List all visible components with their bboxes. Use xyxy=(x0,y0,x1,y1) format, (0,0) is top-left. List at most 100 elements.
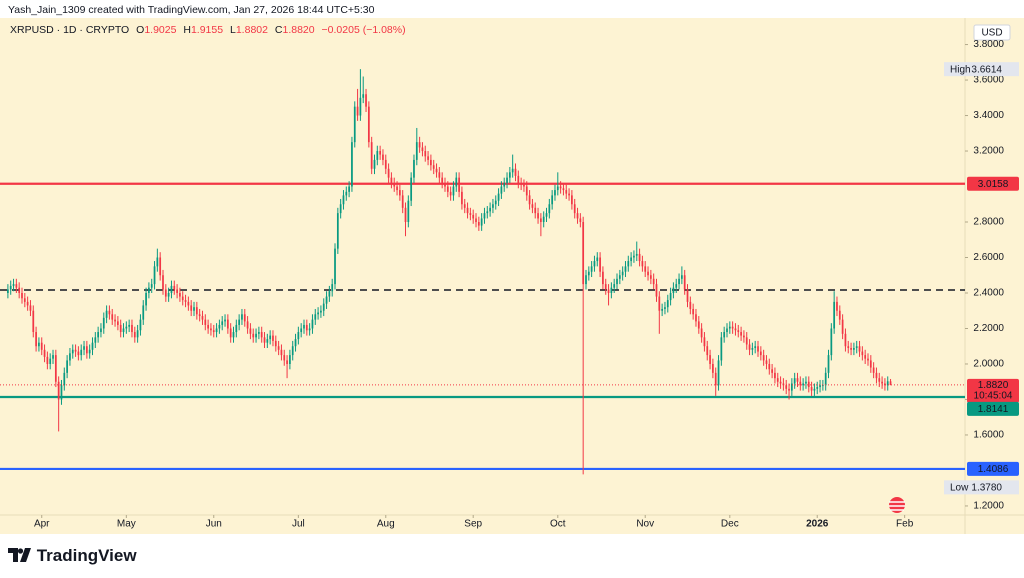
logo[interactable]: TradingView xyxy=(8,546,137,566)
x-tick-label: Jul xyxy=(292,519,305,530)
candle-body xyxy=(523,184,525,187)
candle-body xyxy=(15,284,18,288)
currency-box[interactable] xyxy=(973,24,1011,41)
candle-body xyxy=(658,296,661,311)
candle-body xyxy=(571,195,573,205)
candle-body xyxy=(210,328,212,331)
candle-body xyxy=(159,257,162,276)
candle-body xyxy=(500,186,503,194)
candle-body xyxy=(249,328,252,334)
candle-body xyxy=(666,300,669,308)
candle-body xyxy=(370,142,373,169)
candle-body xyxy=(320,310,322,313)
candle-body xyxy=(359,97,362,116)
candle-body xyxy=(889,381,892,385)
candle-body xyxy=(226,319,229,329)
candle-body xyxy=(145,292,147,306)
candle-body xyxy=(531,204,534,208)
candle-body xyxy=(652,278,655,285)
candle-body xyxy=(300,328,303,333)
candle-body xyxy=(229,328,232,338)
candle-body xyxy=(88,349,91,354)
candle-body xyxy=(793,378,796,384)
candle-body xyxy=(607,289,610,293)
candle-body xyxy=(164,289,167,297)
candle-body xyxy=(198,314,201,317)
candle-body xyxy=(830,328,833,356)
candle-body xyxy=(813,388,816,391)
candle-body xyxy=(494,200,497,205)
candle-body xyxy=(131,324,133,333)
candle-body xyxy=(700,328,703,338)
candle-body xyxy=(263,337,266,343)
candle-body xyxy=(173,285,176,290)
candle-body xyxy=(774,372,776,379)
symbol: XRPUSD · 1D · CRYPTO xyxy=(10,24,130,36)
candle-body xyxy=(235,324,238,333)
candle-body xyxy=(38,342,40,347)
candle-body xyxy=(74,349,77,352)
candle-body xyxy=(821,385,824,387)
candle-body xyxy=(562,188,565,191)
candle-body xyxy=(785,385,788,389)
y-tick-label: 1.6000 xyxy=(973,430,1004,441)
candle-body xyxy=(455,177,458,187)
candle-body xyxy=(613,284,616,288)
candle-body xyxy=(204,319,207,325)
candle-body xyxy=(678,278,680,285)
candle-body xyxy=(709,355,711,364)
candle-body xyxy=(675,284,678,288)
flag-icon xyxy=(889,497,905,513)
candle-body xyxy=(602,271,604,285)
candle-body xyxy=(277,346,280,350)
candle-body xyxy=(40,342,43,350)
candle-body xyxy=(689,301,692,309)
candle-body xyxy=(452,186,455,196)
candle-body xyxy=(348,186,350,192)
candle-body xyxy=(294,339,297,347)
candle-body xyxy=(489,207,491,212)
candle-body xyxy=(328,291,331,297)
y-tick-label: 3.6000 xyxy=(973,75,1004,86)
candle-body xyxy=(438,172,441,178)
candle-body xyxy=(593,261,596,267)
candle-body xyxy=(297,332,300,340)
candle-body xyxy=(853,348,855,350)
symbol-legend: XRPUSD · 1D · CRYPTO O1.9025 H1.9155 L1.… xyxy=(10,24,406,36)
candle-body xyxy=(520,182,523,185)
candle-body xyxy=(305,324,308,331)
candle-body xyxy=(379,151,382,155)
candle-body xyxy=(224,319,226,322)
candle-body xyxy=(717,360,720,386)
candle-body xyxy=(246,321,249,329)
candle-body xyxy=(136,330,139,338)
candle-body xyxy=(875,372,878,379)
candle-body xyxy=(565,190,568,194)
candle-body xyxy=(551,195,554,205)
candle-body xyxy=(697,321,700,329)
candle-body xyxy=(334,248,336,285)
candle-body xyxy=(740,332,742,336)
candle-body xyxy=(841,319,844,334)
candle-body xyxy=(847,346,850,349)
candle-body xyxy=(771,369,773,373)
high-marker-label: High xyxy=(950,64,971,75)
candle-body xyxy=(833,301,836,329)
candle-body xyxy=(630,257,632,262)
candle-body xyxy=(805,381,807,384)
candle-body xyxy=(201,316,204,320)
candle-body xyxy=(415,142,418,160)
y-tick-label: 3.4000 xyxy=(973,110,1004,121)
last-price-box xyxy=(967,378,1019,403)
candle-body xyxy=(819,385,821,388)
x-tick-label: Jun xyxy=(206,519,222,530)
candle-body xyxy=(184,300,187,302)
level-label-box xyxy=(967,176,1019,191)
y-tick-label: 2.0000 xyxy=(973,359,1004,370)
candle-body xyxy=(706,346,709,356)
low-value: 1.8802 xyxy=(235,24,268,36)
change: −0.0205 (−1.08%) xyxy=(321,24,406,36)
candle-body xyxy=(463,204,466,208)
